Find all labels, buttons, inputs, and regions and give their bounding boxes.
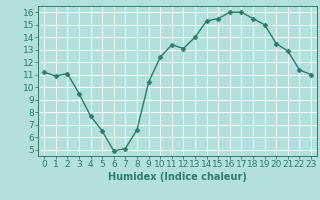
X-axis label: Humidex (Indice chaleur): Humidex (Indice chaleur)	[108, 172, 247, 182]
